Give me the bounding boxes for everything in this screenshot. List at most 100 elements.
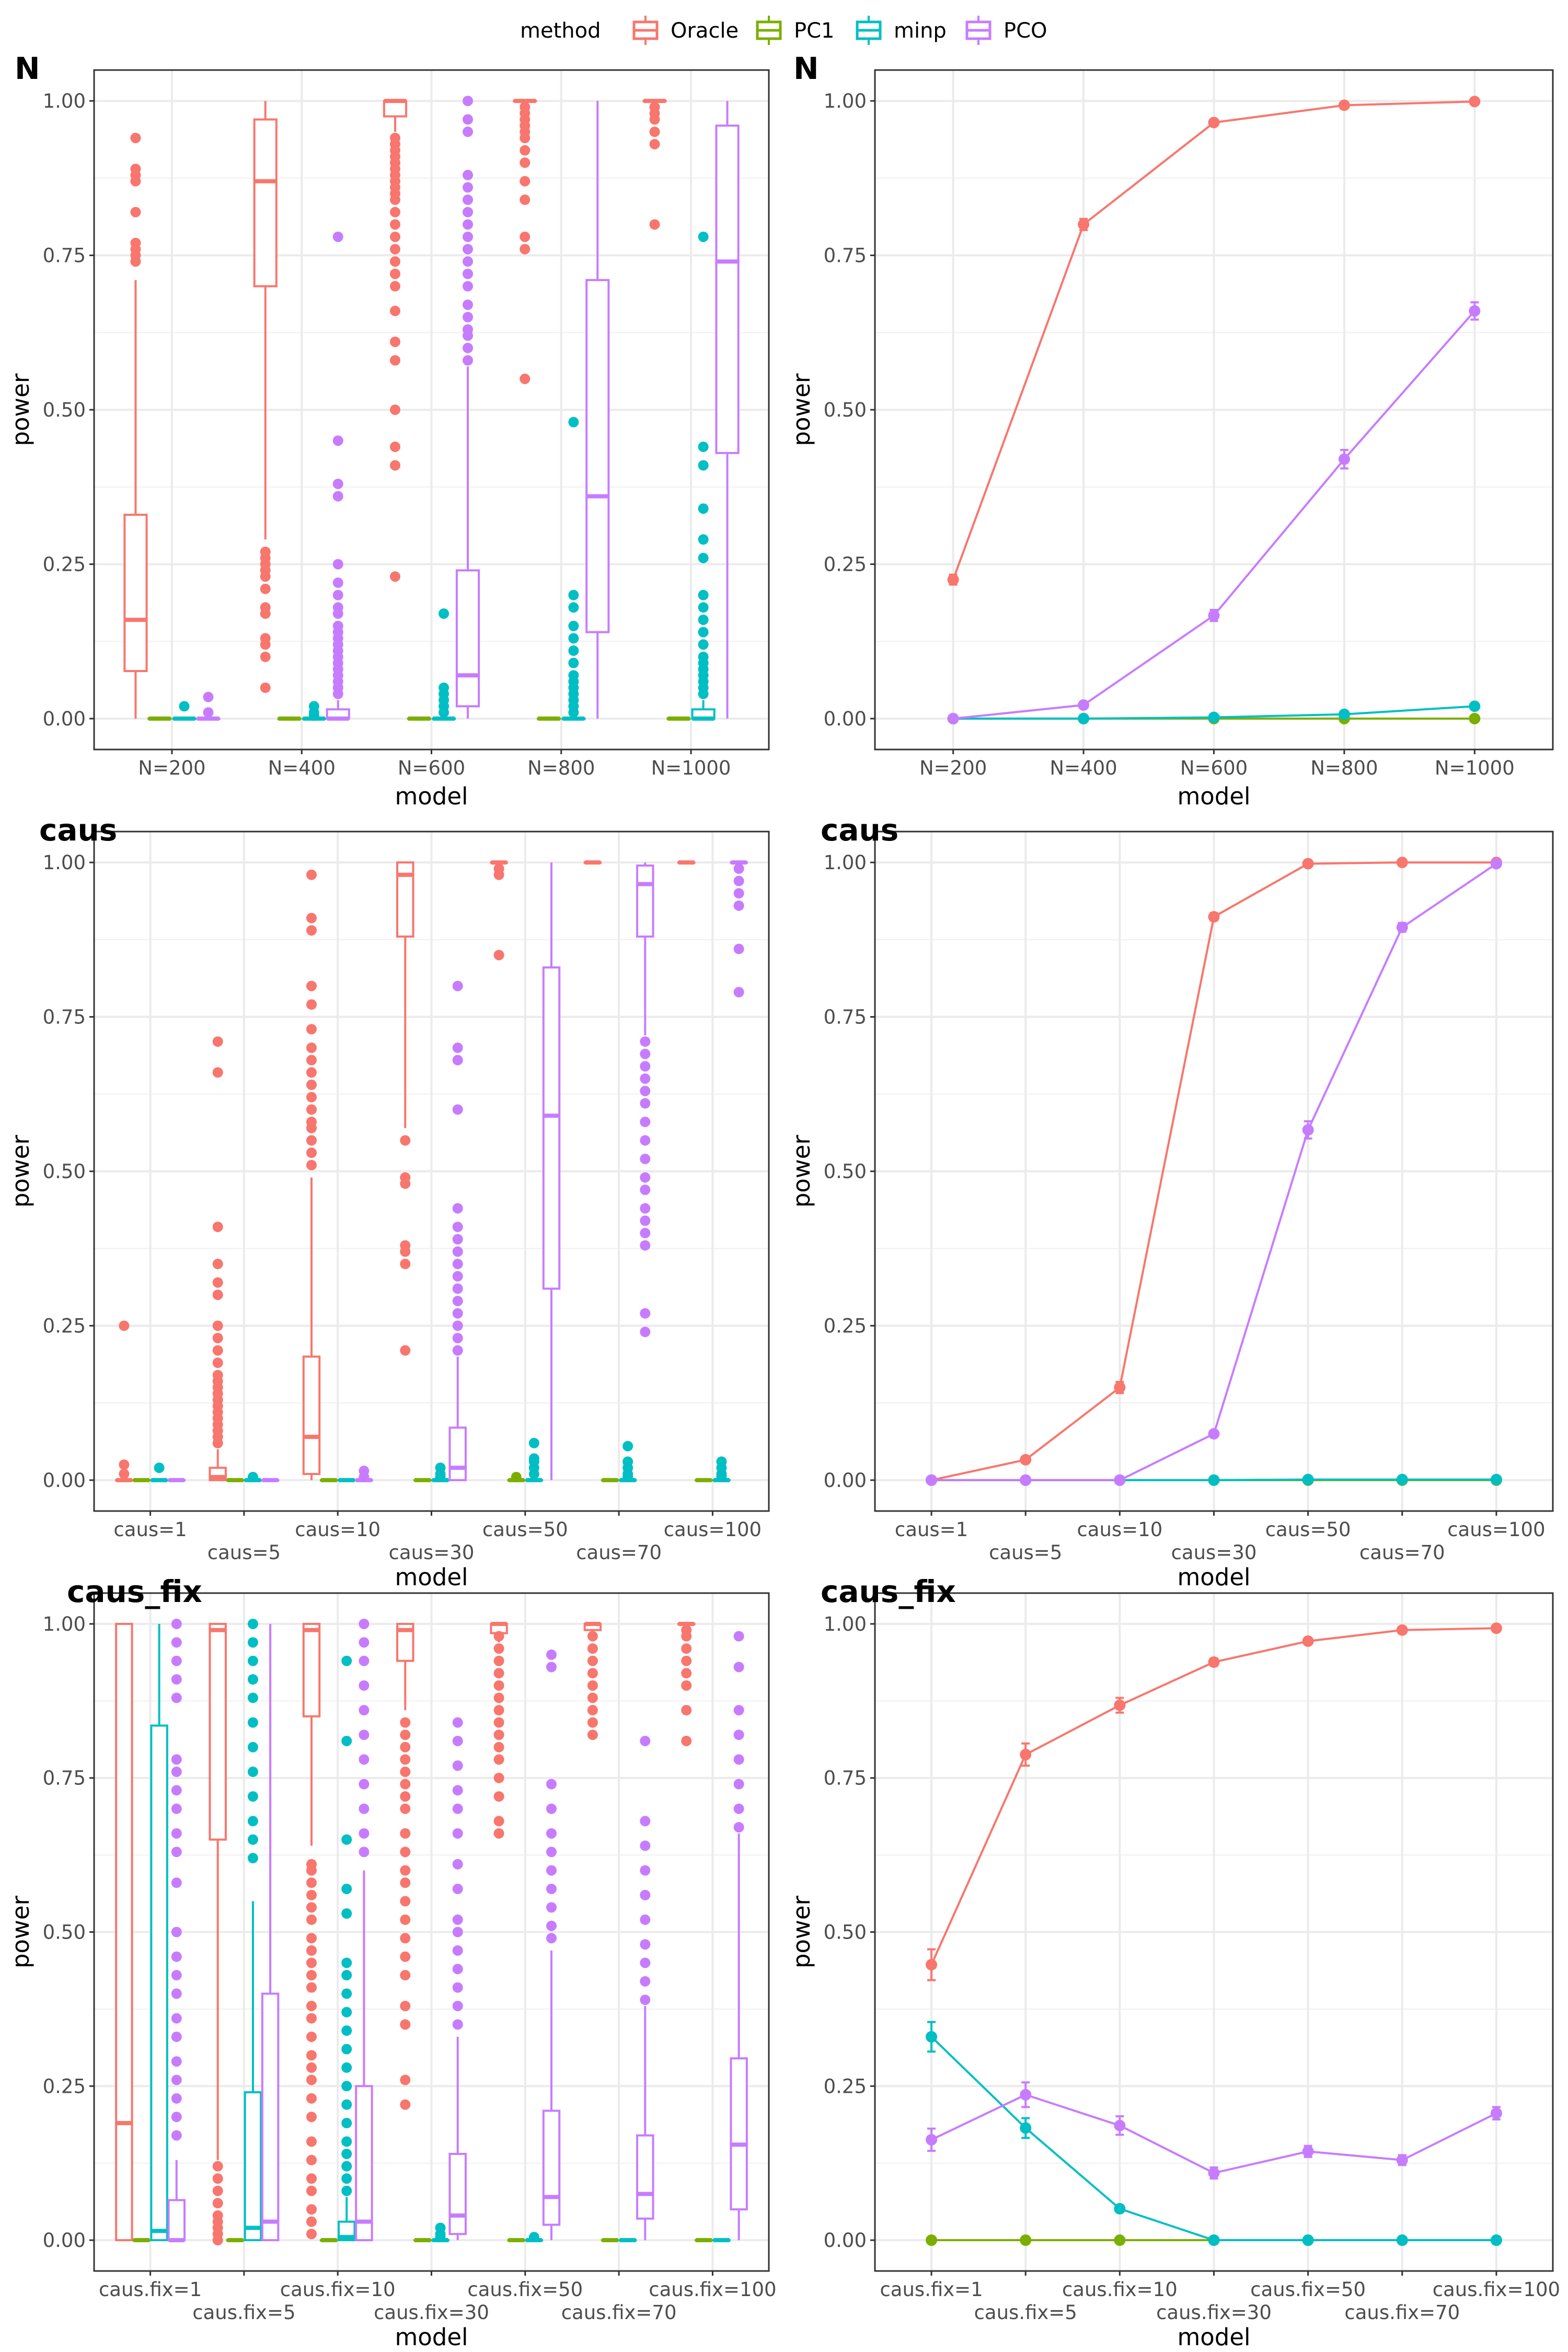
outlier-point bbox=[171, 2013, 182, 2024]
outlier-point bbox=[332, 620, 343, 631]
outlier-point bbox=[341, 2118, 352, 2129]
x-tick-label: caus=5 bbox=[989, 1541, 1062, 1564]
outlier-point bbox=[463, 126, 474, 137]
outlier-point bbox=[400, 1742, 411, 1753]
outlier-point bbox=[306, 2204, 317, 2215]
outlier-point bbox=[260, 651, 271, 662]
box-pco bbox=[636, 1735, 654, 2241]
x-tick-label: N=1000 bbox=[1435, 757, 1515, 779]
panel-tag: caus_fix bbox=[67, 1574, 202, 1609]
legend: method Oracle PC1 minp PCO bbox=[520, 16, 1047, 45]
outlier-point bbox=[400, 1779, 411, 1790]
x-axis-title: model bbox=[395, 1563, 468, 1591]
outlier-point bbox=[463, 96, 474, 107]
outlier-point bbox=[171, 1766, 182, 1777]
outlier-point bbox=[400, 1803, 411, 1814]
outlier-point bbox=[698, 534, 709, 545]
outlier-point bbox=[130, 206, 141, 217]
outlier-point bbox=[587, 1730, 598, 1740]
outlier-point bbox=[587, 1631, 598, 1642]
data-point bbox=[1208, 911, 1220, 923]
outlier-point bbox=[400, 1766, 411, 1777]
x-tick-label: caus.fix=10 bbox=[280, 2278, 396, 2301]
outlier-point bbox=[622, 1440, 633, 1451]
box-oracle bbox=[490, 860, 508, 961]
outlier-point bbox=[306, 869, 317, 880]
outlier-point bbox=[260, 633, 271, 644]
outlier-point bbox=[733, 900, 744, 911]
outlier-point bbox=[306, 1945, 317, 1956]
outlier-point bbox=[733, 1631, 744, 1642]
outlier-point bbox=[640, 1073, 651, 1084]
x-tick-label: caus.fix=50 bbox=[467, 2278, 583, 2301]
outlier-point bbox=[493, 1631, 504, 1642]
outlier-point bbox=[306, 1042, 317, 1053]
outlier-point bbox=[212, 1289, 223, 1300]
outlier-point bbox=[463, 342, 474, 353]
outlier-point bbox=[452, 1221, 463, 1232]
y-axis-title: power bbox=[7, 1895, 34, 1968]
data-point bbox=[1020, 2089, 1032, 2101]
y-tick-label: 0.00 bbox=[824, 1469, 867, 1492]
y-tick-label: 0.50 bbox=[824, 1160, 867, 1183]
outlier-point bbox=[389, 441, 400, 452]
box-pco bbox=[715, 101, 740, 719]
outlier-point bbox=[546, 1847, 557, 1858]
outlier-point bbox=[247, 1853, 258, 1864]
box-iqr bbox=[542, 2109, 561, 2226]
y-tick-label: 0.50 bbox=[824, 399, 867, 421]
outlier-point bbox=[452, 1735, 463, 1746]
outlier-point bbox=[452, 1945, 463, 1956]
box-minp bbox=[150, 1623, 168, 2242]
x-tick-label: N=800 bbox=[1310, 757, 1378, 779]
outlier-point bbox=[681, 1735, 692, 1746]
outlier-point bbox=[587, 1668, 598, 1679]
box-oracle bbox=[677, 860, 696, 865]
outlier-point bbox=[306, 1957, 317, 1968]
x-tick-label: caus.fix=5 bbox=[192, 2301, 295, 2324]
panel-caus-line: 0.00 0.25 0.50 0.75 1.00 caus=1 caus=5 caus=10 c… bbox=[788, 812, 1554, 1591]
outlier-point bbox=[546, 1828, 557, 1839]
box-oracle bbox=[302, 1622, 321, 2240]
outlier-point bbox=[212, 2173, 223, 2184]
y-tick-label: 1.00 bbox=[824, 1613, 867, 1635]
y-tick-label: 1.00 bbox=[824, 851, 867, 874]
data-point bbox=[1469, 96, 1481, 108]
outlier-point bbox=[546, 1649, 557, 1660]
outlier-point bbox=[332, 232, 343, 243]
outlier-point bbox=[698, 627, 709, 638]
x-axis-title: model bbox=[395, 2323, 468, 2351]
outlier-point bbox=[212, 2210, 223, 2221]
outlier-point bbox=[640, 1976, 651, 1987]
outlier-point bbox=[306, 2173, 317, 2184]
data-point bbox=[926, 2234, 938, 2246]
data-point bbox=[1208, 117, 1220, 129]
outlier-point bbox=[212, 1320, 223, 1331]
outlier-point bbox=[587, 1692, 598, 1703]
outlier-point bbox=[698, 503, 709, 514]
x-tick-label: caus.fix=50 bbox=[1250, 2278, 1366, 2301]
data-point bbox=[1396, 1624, 1408, 1636]
outlier-point bbox=[698, 232, 709, 243]
box-oracle bbox=[642, 99, 667, 230]
outlier-point bbox=[640, 1184, 651, 1195]
outlier-point bbox=[452, 1927, 463, 1938]
outlier-point bbox=[341, 1735, 352, 1746]
outlier-point bbox=[452, 1042, 463, 1053]
outlier-point bbox=[493, 1668, 504, 1679]
outlier-point bbox=[341, 1988, 352, 1999]
outlier-point bbox=[247, 1742, 258, 1753]
outlier-point bbox=[247, 1766, 258, 1777]
outlier-point bbox=[528, 1453, 539, 1464]
data-point bbox=[1208, 2167, 1220, 2179]
box-oracle bbox=[583, 1621, 602, 1740]
data-point bbox=[1396, 1473, 1408, 1485]
outlier-point bbox=[698, 590, 709, 601]
outlier-point bbox=[247, 1655, 258, 1666]
outlier-point bbox=[681, 1705, 692, 1716]
outlier-point bbox=[306, 2074, 317, 2085]
y-tick-label: 0.75 bbox=[824, 1006, 867, 1029]
box-pc1 bbox=[507, 2238, 526, 2243]
outlier-point bbox=[463, 206, 474, 217]
outlier-point bbox=[463, 114, 474, 125]
